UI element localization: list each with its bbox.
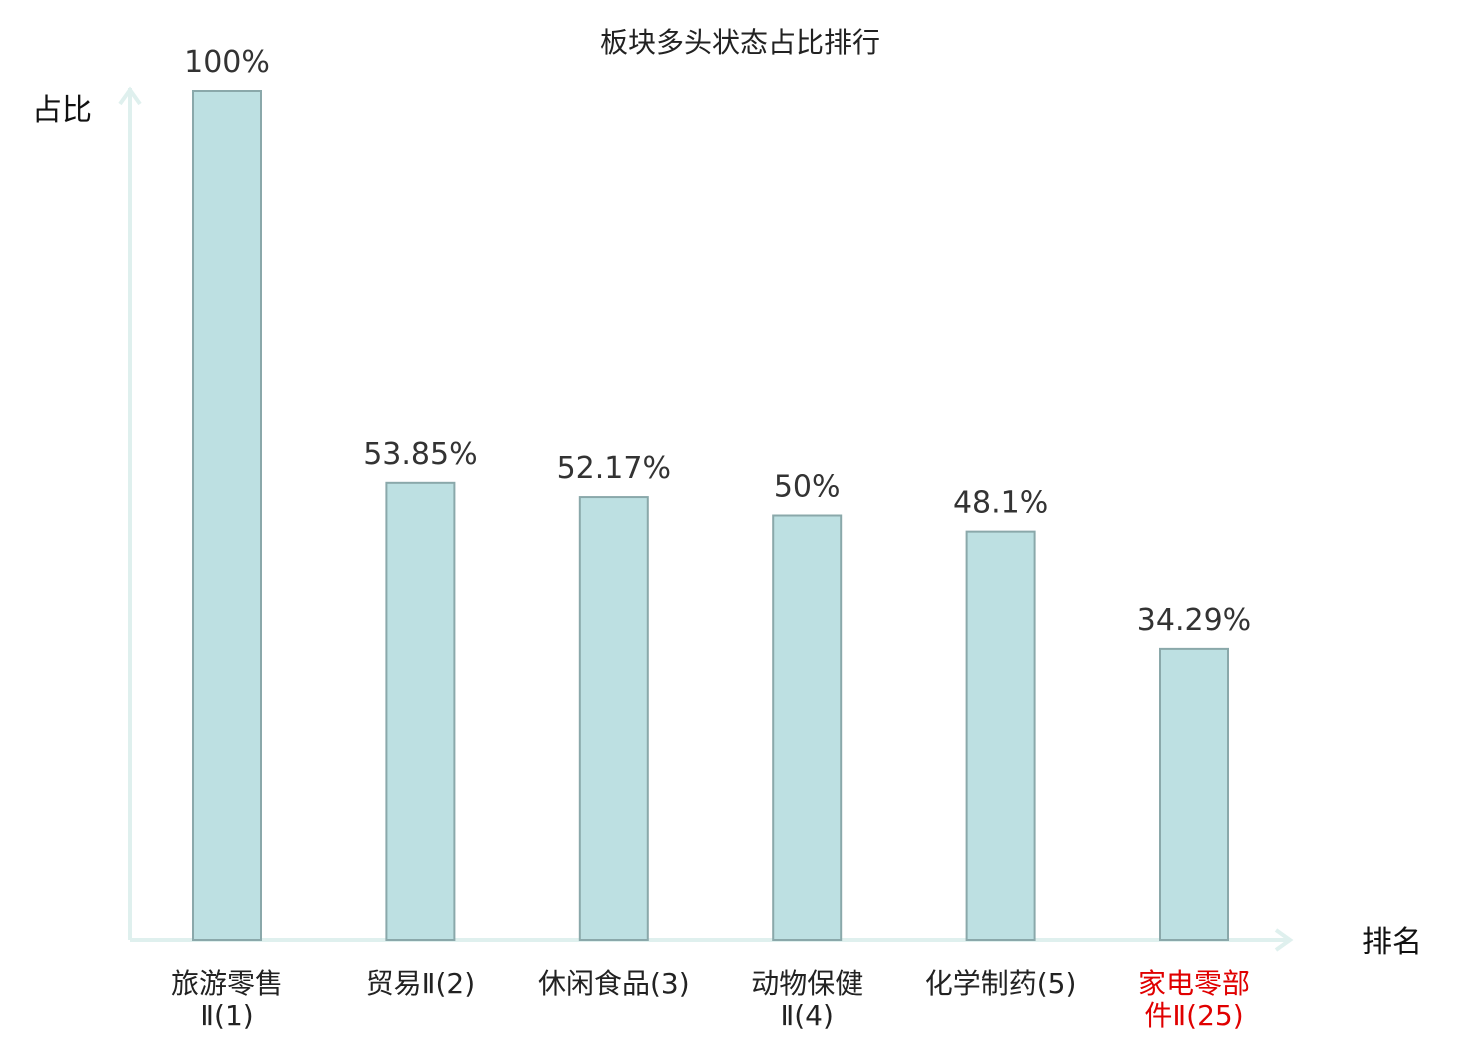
y-axis-label: 占比 xyxy=(32,93,92,128)
bar xyxy=(192,90,262,941)
value-label: 50% xyxy=(774,470,841,505)
bar xyxy=(385,481,456,941)
bar xyxy=(1159,647,1229,942)
category-label: Ⅱ(1) xyxy=(200,999,253,1032)
bar xyxy=(578,496,649,941)
category-label: 动物保健 xyxy=(751,967,863,1000)
x-axis-label: 排名 xyxy=(1362,925,1422,960)
category-label: 化学制药(5) xyxy=(925,967,1077,1000)
bar xyxy=(772,514,843,941)
value-label: 52.17% xyxy=(557,451,671,486)
value-labels-group: 100% 53.85% 52.17% 50% 48.1% 34.29% xyxy=(184,45,1251,638)
axes xyxy=(118,86,1294,952)
value-label: 53.85% xyxy=(363,437,477,472)
category-label: 旅游零售 xyxy=(171,967,283,1000)
category-label: 件Ⅱ(25) xyxy=(1144,999,1243,1032)
bars-group xyxy=(192,90,1229,942)
chart-title: 板块多头状态占比排行 xyxy=(600,26,880,59)
category-label: 贸易Ⅱ(2) xyxy=(366,967,475,1000)
category-label: Ⅱ(4) xyxy=(780,999,833,1032)
y-axis-arrow xyxy=(118,86,142,106)
value-label: 34.29% xyxy=(1137,603,1251,638)
category-label: 家电零部 xyxy=(1138,967,1250,1000)
bar xyxy=(965,530,1036,941)
category-label: 休闲食品(3) xyxy=(538,967,690,1000)
x-axis-arrow xyxy=(1274,928,1294,952)
value-label: 48.1% xyxy=(953,486,1048,521)
value-label: 100% xyxy=(184,45,270,80)
